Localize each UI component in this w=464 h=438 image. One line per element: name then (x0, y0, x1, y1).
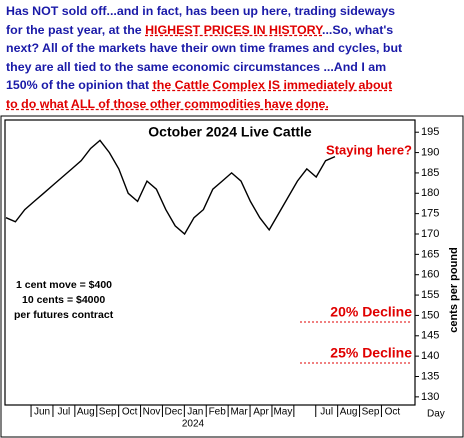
x-axis-label: Day (427, 409, 445, 420)
y-tick-label: 195 (421, 126, 439, 138)
text: ...So, what's (322, 22, 394, 37)
text: for the past year, at the (6, 22, 146, 37)
x-tick-label: Mar (230, 407, 248, 418)
x-tick-label: Jun (34, 407, 50, 418)
x-tick-label: Apr (253, 407, 269, 418)
y-tick-label: 150 (421, 309, 439, 321)
y-tick-label: 170 (421, 228, 439, 240)
x-tick-label: Nov (143, 407, 161, 418)
price-line (5, 139, 336, 236)
y-tick-label: 130 (421, 391, 439, 403)
x-tick-label: Oct (385, 407, 401, 418)
y-tick-label: 185 (421, 167, 439, 179)
highlight-text: to do what ALL of those other commoditie… (6, 96, 329, 111)
header-line: 150% of the opinion that the Cattle Comp… (6, 76, 461, 95)
y-tick-label: 155 (421, 289, 439, 301)
plot-frame (4, 119, 416, 406)
y-tick-label: 145 (421, 330, 439, 342)
header-line: next? All of the markets have their own … (6, 39, 461, 58)
y-tick-label: 135 (421, 370, 439, 382)
header-line: for the past year, at the HIGHEST PRICES… (6, 21, 461, 40)
annotation: 10 cents = $4000 (22, 294, 105, 306)
annotation: 1 cent move = $400 (16, 279, 112, 291)
x-tick-label: Jul (320, 407, 333, 418)
x-tick-label: Jan (187, 407, 203, 418)
header-text: Has NOT sold off...and in fact, has been… (6, 2, 461, 114)
header-line: to do what ALL of those other commoditie… (6, 95, 461, 114)
text: 150% of the opinion that (6, 78, 153, 93)
chart-title: October 2024 Live Cattle (148, 124, 312, 140)
x-tick-label: Oct (122, 407, 138, 418)
y-tick-label: 140 (421, 350, 439, 362)
y-tick-label: 175 (421, 208, 439, 220)
y-axis-label: cents per pound (448, 247, 460, 333)
header-line: Has NOT sold off...and in fact, has been… (6, 2, 461, 21)
annotation: 25% Decline (330, 345, 412, 361)
x-tick-label: May (273, 407, 292, 418)
y-tick-label: 180 (421, 187, 439, 199)
y-tick-label: 160 (421, 269, 439, 281)
header-line: they are all tied to the same economic c… (6, 58, 461, 77)
x-tick-label: Dec (165, 407, 183, 418)
x-tick-label: Jul (58, 407, 71, 418)
text: Has NOT sold off...and in fact, has been… (6, 4, 396, 18)
outer-frame (0, 115, 464, 438)
highlight-text: HIGHEST PRICES IN HISTORY (145, 22, 323, 37)
annotation: Staying here? (326, 142, 412, 157)
text: they are all tied to the same economic c… (6, 59, 387, 74)
text: next? All of the markets have their own … (6, 41, 403, 56)
x-tick-label: Sep (99, 407, 117, 418)
annotation: 20% Decline (330, 304, 412, 320)
y-tick-label: 190 (421, 146, 439, 158)
x-tick-label: Aug (340, 407, 358, 418)
y-tick-label: 165 (421, 248, 439, 260)
highlight-text: the Cattle Complex IS immediately about (152, 78, 393, 93)
year-label: 2024 (182, 419, 205, 430)
x-tick-label: Sep (362, 407, 380, 418)
x-tick-label: Aug (77, 407, 95, 418)
x-tick-label: Feb (209, 407, 227, 418)
annotation: per futures contract (14, 309, 114, 321)
